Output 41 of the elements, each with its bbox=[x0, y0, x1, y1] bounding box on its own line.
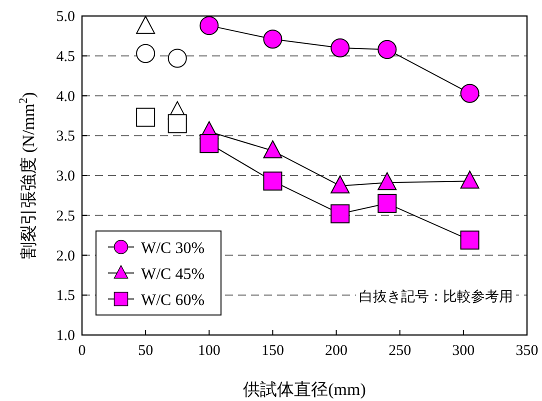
point bbox=[378, 40, 397, 59]
x-tick-label: 50 bbox=[138, 343, 154, 359]
point bbox=[330, 204, 350, 224]
legend-label: W/C 45% bbox=[141, 266, 205, 283]
x-tick-label: 350 bbox=[516, 343, 538, 359]
y-tick-label: 1.5 bbox=[56, 288, 75, 304]
point bbox=[136, 16, 156, 34]
x-tick-label: 150 bbox=[261, 343, 284, 359]
point bbox=[168, 48, 187, 68]
y-tick-label: 2.0 bbox=[56, 248, 75, 264]
x-tick-label: 100 bbox=[198, 343, 220, 359]
point bbox=[263, 30, 282, 49]
point bbox=[263, 140, 282, 158]
x-axis-title: 供試体直径(mm) bbox=[243, 380, 366, 399]
point bbox=[460, 230, 480, 250]
legend-label: W/C 30% bbox=[141, 240, 205, 257]
point bbox=[378, 172, 397, 190]
point bbox=[460, 170, 480, 189]
y-tick-label: 2.5 bbox=[56, 208, 75, 224]
legend-label: W/C 60% bbox=[141, 292, 205, 309]
point bbox=[378, 194, 397, 213]
x-tick-label: 300 bbox=[452, 343, 475, 359]
point bbox=[263, 172, 282, 191]
point bbox=[460, 84, 480, 103]
point bbox=[136, 108, 156, 127]
x-tick-label: 250 bbox=[388, 343, 412, 359]
point bbox=[168, 114, 187, 134]
point bbox=[200, 134, 219, 154]
y-tick-label: 1.0 bbox=[56, 328, 75, 344]
y-tick-label: 4.5 bbox=[56, 48, 75, 65]
point bbox=[136, 44, 156, 63]
point bbox=[330, 38, 350, 58]
x-tick-label: 200 bbox=[325, 343, 348, 359]
point bbox=[330, 175, 350, 194]
y-tick-label: 3.5 bbox=[56, 128, 75, 145]
y-tick-label: 3.0 bbox=[56, 168, 75, 184]
y-tick-label: 5.0 bbox=[56, 9, 75, 25]
point bbox=[200, 16, 219, 36]
annotation: 白抜き記号：比較参考用 bbox=[359, 288, 513, 304]
x-tick-label: 0 bbox=[78, 343, 86, 359]
y-tick-label: 4.0 bbox=[56, 88, 75, 105]
